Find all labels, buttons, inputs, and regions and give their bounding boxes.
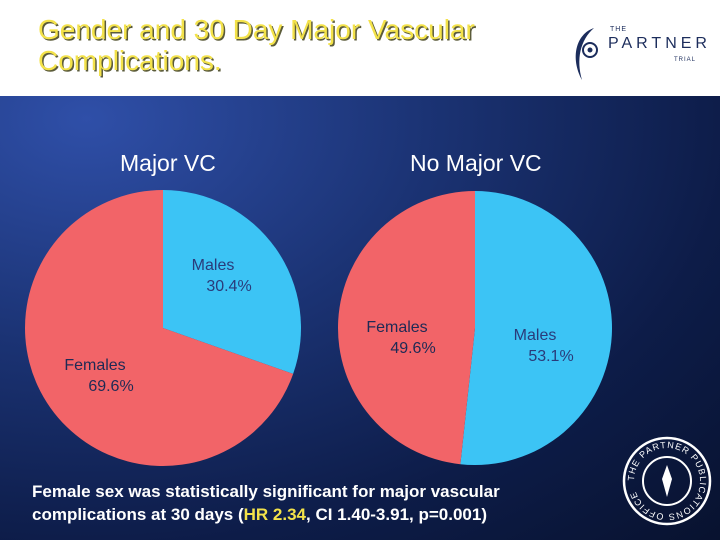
slice-label-females: Females 49.6% <box>366 319 435 357</box>
footnote-highlight-hr: HR 2.34 <box>243 505 307 524</box>
slice-label-males: Males 53.1% <box>514 327 574 365</box>
slide-title: Gender and 30 Day Major Vascular Complic… <box>38 14 475 76</box>
slice-label-value: 30.4% <box>206 278 251 295</box>
footnote-open-paren: ( <box>237 505 244 524</box>
slice-label-name: Males <box>192 257 235 274</box>
pie-slice-males <box>163 190 301 374</box>
slice-label-value: 69.6% <box>88 378 133 395</box>
compass-icon <box>662 465 672 497</box>
publications-office-seal: THE PARTNER PUBLICATIONS OFFICE <box>622 436 712 526</box>
slice-label-name: Females <box>366 319 427 336</box>
header-band <box>0 0 720 96</box>
slice-label-name: Males <box>514 327 557 344</box>
logo-name-text: PARTNER <box>608 35 711 52</box>
pie-chart-0: Males 30.4% Females 69.6% <box>25 190 301 467</box>
logo-the-text: THE <box>610 26 627 33</box>
slice-label-males: Males 30.4% <box>192 257 252 295</box>
chart-title-no-major-vc: No Major VC <box>410 150 542 176</box>
footnote-text-1: Female sex was statistically significant… <box>32 482 500 524</box>
footnote-text-2: , CI 1.40-3.91, p=0.001) <box>306 505 487 524</box>
pie-slice-females <box>337 191 475 465</box>
slice-label-value: 49.6% <box>390 340 435 357</box>
pie-slice-females <box>25 190 294 467</box>
footnote: Female sex was statistically significant… <box>32 480 612 526</box>
partner-trial-logo: THE PARTNER TRIAL <box>568 24 708 84</box>
chart-title-major-vc: Major VC <box>120 150 216 176</box>
slice-label-females: Females 69.6% <box>64 357 133 395</box>
pie-chart-1: Males 53.1% Females 49.6% <box>337 191 612 465</box>
pie-slice-males <box>460 191 612 465</box>
logo-trial-text: TRIAL <box>674 57 697 63</box>
slice-label-value: 53.1% <box>528 348 573 365</box>
slice-label-name: Females <box>64 357 125 374</box>
partner-logo-mark-icon <box>575 28 598 80</box>
